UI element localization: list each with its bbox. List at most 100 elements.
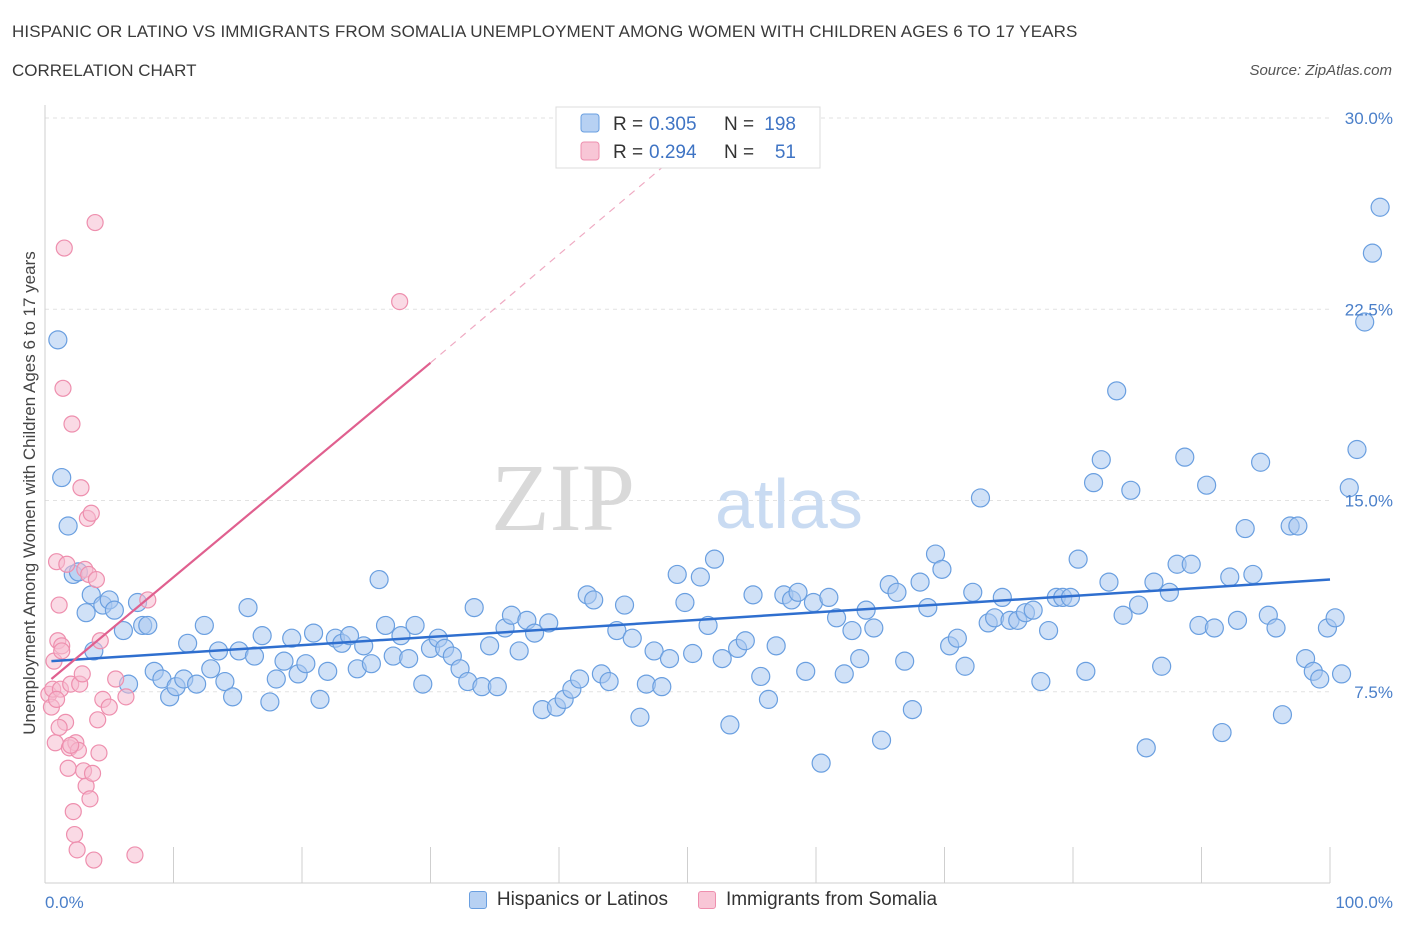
point-somalia-10 xyxy=(54,379,72,397)
y-tick-label-3: 30.0% xyxy=(1345,109,1393,128)
point-hispanics-143 xyxy=(1091,450,1111,470)
point-hispanics-48 xyxy=(375,615,396,636)
point-hispanics-108 xyxy=(826,608,847,628)
point-hispanics-146 xyxy=(1113,605,1133,625)
point-somalia-19 xyxy=(65,825,84,844)
point-hispanics-15 xyxy=(138,615,158,636)
point-hispanics-98 xyxy=(751,666,771,687)
y-axis-title: Unemployment Among Women with Children A… xyxy=(20,251,39,735)
point-hispanics-174 xyxy=(1325,608,1345,628)
point-hispanics-169 xyxy=(1288,516,1308,536)
source-label: Source: ZipAtlas.com xyxy=(1249,62,1392,79)
axes xyxy=(44,105,1331,884)
point-somalia-48 xyxy=(47,690,66,709)
point-somalia-42 xyxy=(107,670,125,688)
point-hispanics-11 xyxy=(113,620,133,641)
watermark-zip: ZIP xyxy=(491,444,635,551)
point-hispanics-82 xyxy=(630,707,650,727)
point-hispanics-89 xyxy=(683,643,703,664)
point-hispanics-176 xyxy=(1339,478,1359,498)
point-hispanics-154 xyxy=(1175,447,1195,467)
x-tick-label-0: 0.0% xyxy=(45,893,84,912)
point-hispanics-141 xyxy=(1076,661,1096,681)
legend-label-somalia: Immigrants from Somalia xyxy=(725,889,938,910)
legend-swatch-somalia xyxy=(697,891,716,909)
point-hispanics-157 xyxy=(1197,475,1217,495)
legend: R = 0.305 N = 198 R = 0.294 N = 51 xyxy=(555,106,821,169)
point-hispanics-124 xyxy=(947,628,967,648)
point-hispanics-81 xyxy=(622,628,642,648)
chart-title: HISPANIC OR LATINO VS IMMIGRANTS FROM SO… xyxy=(12,22,1078,41)
point-hispanics-150 xyxy=(1144,572,1164,592)
point-hispanics-10 xyxy=(104,600,124,620)
watermark: ZIP atlas xyxy=(491,444,863,551)
point-hispanics-60 xyxy=(464,597,484,618)
point-hispanics-110 xyxy=(842,620,862,641)
legend-swatch-pink xyxy=(580,141,600,161)
point-hispanics-159 xyxy=(1212,722,1232,743)
y-tick-label-2: 22.5% xyxy=(1345,300,1393,319)
point-hispanics-80 xyxy=(614,595,635,615)
point-hispanics-172 xyxy=(1310,669,1330,689)
point-somalia-17 xyxy=(63,415,81,433)
point-hispanics-32 xyxy=(260,692,280,712)
point-hispanics-117 xyxy=(895,651,915,671)
point-hispanics-144 xyxy=(1099,572,1119,592)
point-hispanics-1 xyxy=(52,467,72,488)
point-hispanics-68 xyxy=(524,623,545,643)
point-somalia-47 xyxy=(53,642,71,660)
point-hispanics-179 xyxy=(1362,243,1383,263)
point-hispanics-22 xyxy=(187,674,207,694)
trend-line-somalia xyxy=(50,361,432,680)
point-hispanics-114 xyxy=(871,730,892,750)
point-hispanics-103 xyxy=(788,582,808,602)
chart-subtitle: CORRELATION CHART xyxy=(12,61,197,80)
point-hispanics-140 xyxy=(1068,549,1088,569)
point-somalia-43 xyxy=(117,688,135,706)
point-somalia-14 xyxy=(59,759,77,777)
point-hispanics-43 xyxy=(339,626,360,646)
point-somalia-34 xyxy=(85,851,103,869)
point-hispanics-145 xyxy=(1107,381,1127,401)
point-somalia-25 xyxy=(73,665,91,683)
point-hispanics-116 xyxy=(887,582,907,602)
legend-swatch-hispanics xyxy=(468,891,487,909)
point-hispanics-99 xyxy=(758,689,779,710)
point-hispanics-34 xyxy=(274,651,294,671)
point-hispanics-118 xyxy=(902,699,922,720)
point-hispanics-177 xyxy=(1347,439,1367,460)
point-hispanics-136 xyxy=(1038,620,1059,641)
point-hispanics-113 xyxy=(864,618,884,638)
trend-line-hispanics xyxy=(51,578,1331,663)
legend-item-hispanics: Hispanics or Latinos xyxy=(468,889,668,911)
point-hispanics-76 xyxy=(584,590,604,610)
watermark-atlas: atlas xyxy=(715,465,863,543)
point-hispanics-51 xyxy=(399,648,419,669)
point-hispanics-180 xyxy=(1370,197,1390,217)
point-hispanics-97 xyxy=(743,585,763,605)
point-hispanics-106 xyxy=(811,753,831,773)
point-hispanics-27 xyxy=(223,687,243,707)
point-hispanics-119 xyxy=(910,572,930,592)
point-hispanics-40 xyxy=(318,661,338,681)
point-hispanics-26 xyxy=(215,671,235,692)
point-hispanics-120 xyxy=(918,597,938,618)
legend-n-label-2: N = xyxy=(724,142,754,163)
point-hispanics-134 xyxy=(1023,600,1043,620)
point-hispanics-162 xyxy=(1235,518,1255,539)
point-hispanics-37 xyxy=(296,654,316,674)
point-hispanics-38 xyxy=(303,623,324,643)
legend-item-somalia: Immigrants from Somalia xyxy=(697,889,938,911)
legend-r-label-2: R = xyxy=(613,142,643,163)
point-somalia-50 xyxy=(391,293,409,311)
point-somalia-44 xyxy=(126,846,144,864)
point-hispanics-100 xyxy=(766,636,786,656)
point-hispanics-74 xyxy=(569,669,590,689)
point-somalia-38 xyxy=(90,744,108,762)
bottom-legend: Hispanics or Latinos Immigrants from Som… xyxy=(0,889,1406,911)
point-hispanics-166 xyxy=(1266,618,1286,638)
point-hispanics-23 xyxy=(194,615,214,636)
point-somalia-39 xyxy=(91,632,109,650)
legend-n-value-2: 51 xyxy=(775,142,796,163)
